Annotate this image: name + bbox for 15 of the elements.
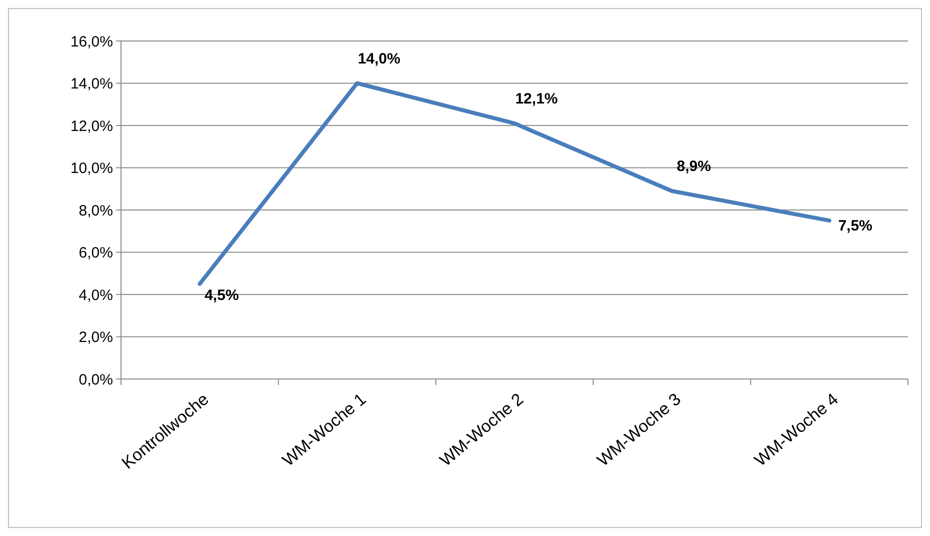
line-series [198,81,832,286]
text: 8,9% [676,158,711,175]
text: 4,5% [204,286,239,304]
y-tick-label: 0,0% [78,371,113,388]
text: 12,1% [515,90,558,108]
y-tick-label: 8,0% [78,202,113,220]
y-tick-label: 14,0% [70,76,113,92]
y-tick-label: 4,0% [78,286,113,304]
y-tick-label: 6,0% [78,244,113,262]
y-tick-label: 10,0% [70,160,113,177]
y-tick-label: 16,0% [70,33,113,50]
text: 7,5% [838,218,872,235]
text: 14,0% [358,50,400,68]
y-tick-label: 12,0% [70,118,113,135]
y-tick-label: 2,0% [78,329,113,346]
